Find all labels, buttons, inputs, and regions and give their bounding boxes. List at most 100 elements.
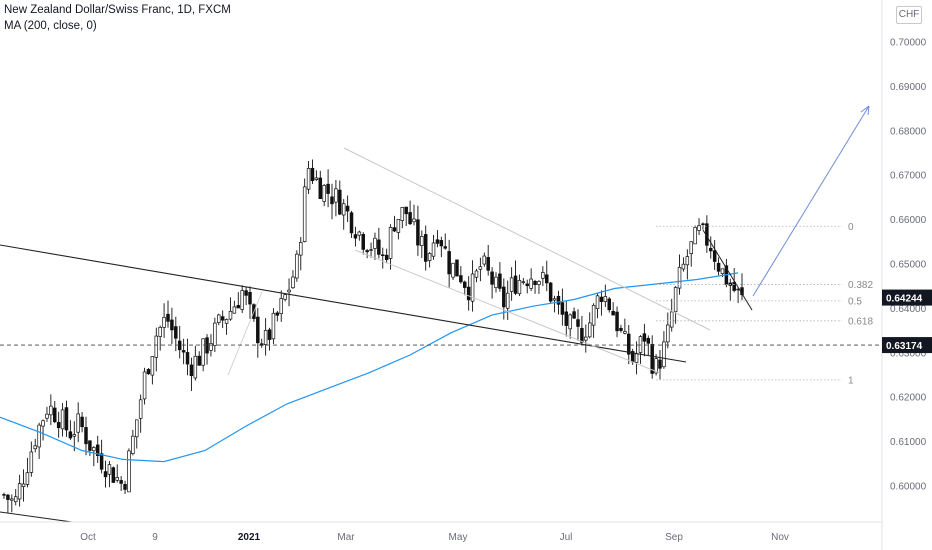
- y-tick-label: 0.60000: [890, 482, 927, 493]
- indicator-legend[interactable]: MA (200, close, 0): [4, 20, 97, 32]
- helper-line: [227, 291, 263, 376]
- candle-down: [502, 286, 506, 308]
- y-tick-label: 0.69000: [890, 82, 927, 93]
- candle-down: [123, 484, 127, 490]
- candle-down: [572, 311, 576, 319]
- candle-up: [17, 483, 22, 500]
- candle-down: [545, 274, 549, 284]
- candle-up: [263, 330, 268, 345]
- candle-down: [361, 234, 365, 250]
- candle-down: [447, 251, 451, 275]
- candle-up: [92, 447, 96, 452]
- candle-up: [158, 326, 162, 337]
- candle-down: [646, 337, 651, 344]
- candle-up: [541, 272, 545, 279]
- candle-up: [689, 241, 693, 255]
- candle-up: [505, 292, 510, 309]
- candle-up: [634, 353, 639, 363]
- candle-down: [650, 343, 654, 374]
- price-axis[interactable]: 0.70000 0.69000 0.68000 0.67000 0.66000 0.650…: [881, 0, 932, 550]
- candle-up: [521, 281, 526, 283]
- candle-down: [99, 453, 104, 470]
- candle-down: [435, 239, 440, 244]
- candle-down: [119, 480, 123, 484]
- candle-down: [2, 494, 6, 496]
- candle-up: [299, 242, 303, 256]
- candle-down: [166, 313, 170, 322]
- candle-up: [666, 324, 670, 343]
- candle-up: [431, 242, 436, 257]
- x-tick-label: Sep: [665, 532, 683, 543]
- time-axis[interactable]: Oct 9 2021 Mar May Jul Sep Nov: [0, 521, 882, 543]
- candle-down: [103, 471, 108, 478]
- candle-down: [338, 189, 342, 215]
- candle-down: [443, 246, 447, 249]
- candle-up: [37, 424, 41, 448]
- candle-up: [107, 464, 112, 475]
- candle-down: [56, 422, 61, 429]
- candle-up: [33, 445, 37, 450]
- lower-trendline: [0, 511, 73, 523]
- candle-down: [642, 333, 647, 342]
- candle-up: [314, 177, 319, 180]
- current-price-value: 0.64244: [886, 294, 923, 305]
- candle-down: [330, 196, 334, 205]
- candle-up: [13, 496, 18, 503]
- candle-up: [451, 262, 455, 278]
- candle-up: [127, 450, 131, 493]
- candle-up: [669, 311, 674, 328]
- candle-up: [494, 276, 498, 288]
- candle-up: [72, 434, 77, 437]
- candle-down: [170, 319, 174, 331]
- candle-up: [509, 277, 514, 292]
- candle-up: [720, 268, 725, 275]
- candle-up: [135, 419, 139, 438]
- candle-down: [423, 234, 428, 262]
- candle-down: [53, 407, 57, 423]
- candle-down: [345, 205, 350, 212]
- candle-down: [490, 271, 494, 285]
- candle-down: [220, 316, 225, 321]
- candle-down: [6, 494, 10, 500]
- candle-down: [181, 350, 186, 353]
- candle-down: [408, 212, 412, 225]
- candle-down: [80, 416, 84, 428]
- fib-level-label: 1: [848, 375, 854, 386]
- candle-up: [287, 289, 291, 293]
- candle-up: [623, 331, 627, 334]
- candle-up: [131, 435, 135, 455]
- candle-up: [213, 322, 217, 346]
- candle-down: [701, 223, 705, 225]
- candles: [2, 159, 744, 514]
- candle-up: [162, 317, 166, 328]
- moving-average-line: [0, 272, 739, 463]
- candle-up: [357, 231, 362, 236]
- candle-down: [64, 407, 69, 431]
- candle-up: [193, 355, 198, 379]
- candle-down: [384, 254, 389, 261]
- current-price-tag: [882, 289, 932, 306]
- candle-up: [29, 451, 34, 473]
- y-tick-label: 0.65000: [890, 260, 927, 271]
- y-tick-label: 0.66000: [890, 215, 927, 226]
- candle-down: [248, 292, 252, 305]
- candle-up: [474, 270, 479, 278]
- candle-up: [677, 266, 682, 289]
- candle-down: [439, 240, 444, 247]
- currency-button[interactable]: CHF: [896, 6, 922, 24]
- candle-up: [240, 290, 244, 310]
- y-tick-label: 0.68000: [890, 126, 927, 137]
- candle-up: [279, 298, 283, 315]
- candle-down: [716, 262, 721, 272]
- candle-up: [552, 298, 557, 301]
- candle-up: [209, 343, 213, 351]
- candle-down: [275, 312, 280, 316]
- candle-up: [470, 273, 475, 302]
- candle-down: [560, 302, 565, 315]
- candle-down: [525, 283, 529, 287]
- candle-up: [693, 226, 697, 245]
- candle-up: [591, 304, 596, 326]
- x-tick-label: 2021: [238, 532, 261, 543]
- candle-down: [533, 280, 537, 285]
